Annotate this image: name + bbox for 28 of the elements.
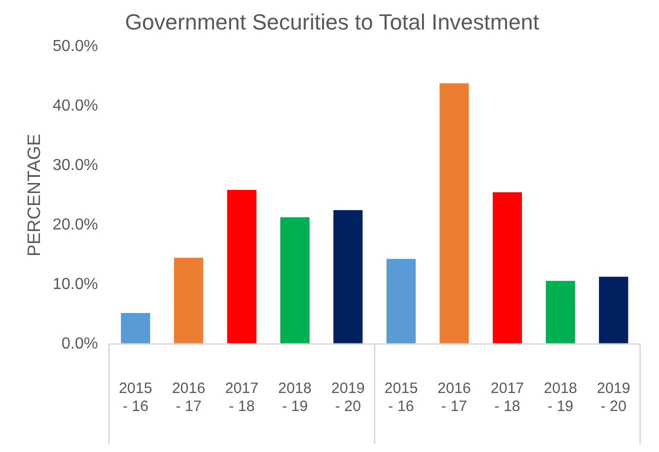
- x-tick-label: 2018 - 19: [278, 380, 312, 416]
- bar: [598, 276, 628, 344]
- bar: [546, 280, 576, 344]
- bar: [280, 217, 310, 344]
- bar: [120, 313, 150, 344]
- x-tick-label: 2018 - 19: [544, 380, 578, 416]
- x-tick-label: 2015 - 16: [384, 380, 418, 416]
- bar: [174, 258, 204, 344]
- y-tick-label: 30.0%: [52, 156, 98, 174]
- bar: [386, 258, 416, 344]
- y-tick-label: 0.0%: [62, 335, 98, 352]
- x-tick-label: 2017 - 18: [225, 380, 258, 416]
- x-tick-label: 2016 - 17: [438, 380, 471, 416]
- x-tick-label: 2015 - 16: [118, 380, 152, 416]
- x-tick-label: 2019 - 20: [596, 380, 630, 416]
- y-tick-label: 10.0%: [52, 276, 98, 293]
- x-tick-label: 2017 - 18: [490, 380, 524, 416]
- y-axis-title: PERCENTAGE: [24, 134, 44, 257]
- bar: [440, 83, 469, 344]
- x-tick-label: 2019 - 20: [331, 380, 365, 416]
- y-tick-label: 40.0%: [52, 97, 98, 114]
- x-tick-label: 2016 - 17: [172, 380, 206, 416]
- y-tick-label: 50.0%: [52, 38, 98, 55]
- y-tick-label: 20.0%: [52, 216, 98, 234]
- bar: [227, 190, 256, 344]
- chart-title: Government Securities to Total Investment: [124, 9, 540, 34]
- bar: [492, 192, 522, 344]
- bar: [333, 210, 363, 344]
